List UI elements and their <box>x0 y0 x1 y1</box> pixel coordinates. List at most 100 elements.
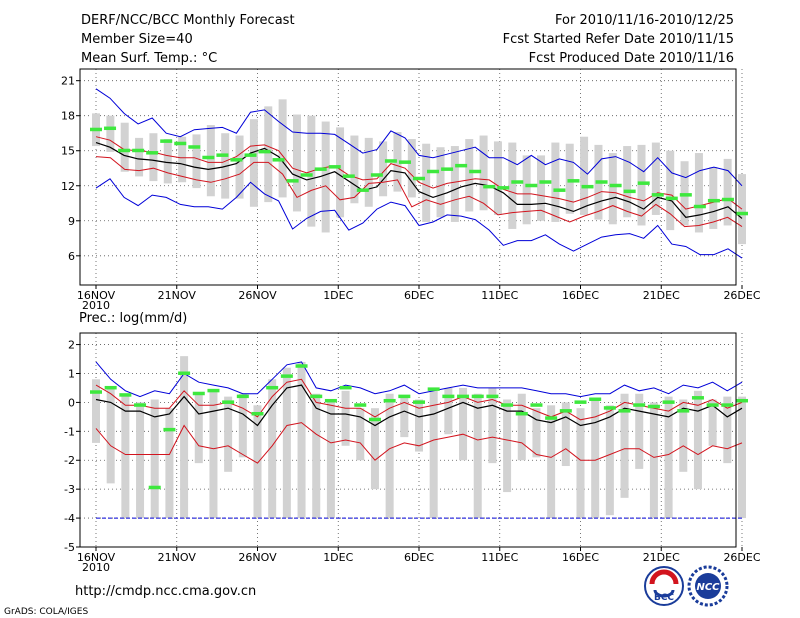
ensemble-range-box <box>608 153 617 225</box>
observed-marker <box>398 394 411 399</box>
x-tick-label: 1DEC <box>323 289 353 302</box>
observed-marker <box>174 141 187 146</box>
y-tick-label: -1 <box>64 425 75 438</box>
precip-panel-title: Prec.: log(mm/d) <box>79 311 187 326</box>
temperature-panel: 6 9 12 15 18 21 16NOV 21NOV 26NOV 1DEC 6DEC 11DEC 16… <box>61 68 761 312</box>
observed-marker <box>236 394 249 399</box>
observed-marker <box>244 153 257 157</box>
ensemble-range-box <box>479 135 488 211</box>
ensemble-range-box <box>364 137 373 207</box>
observed-marker <box>455 163 468 168</box>
ensemble-range-box <box>459 387 468 461</box>
ensemble-range-box <box>547 405 556 519</box>
observed-marker <box>471 394 484 399</box>
observed-marker <box>146 151 159 155</box>
precipitation-panel: -5 -4 -3 -2 -1 0 1 2 16NOV 21NOV 26NOV 1DEC 6DEC 11DE… <box>64 332 761 574</box>
ensemble-range-box <box>651 142 660 215</box>
observed-marker <box>230 158 243 162</box>
ensemble-range-box <box>591 399 600 519</box>
observed-marker <box>295 364 308 368</box>
observed-marker <box>258 149 271 154</box>
ensemble-range-box <box>224 396 233 472</box>
ensemble-range-box <box>121 393 130 519</box>
observed-marker <box>441 167 454 171</box>
observed-marker <box>90 390 102 394</box>
ensemble-range-box <box>561 402 570 467</box>
x-tick-label: 16NOV <box>77 551 116 564</box>
ensemble-range-box <box>517 393 526 461</box>
ensemble-range-box <box>637 144 646 226</box>
observed-marker <box>721 197 734 202</box>
ensemble-range-box <box>708 399 717 446</box>
ensemble-range-box <box>297 361 306 519</box>
x-tick-label: 26NOV <box>238 289 277 302</box>
ensemble-range-box <box>194 393 203 464</box>
x-tick-label: 16NOV <box>77 289 116 302</box>
observed-marker <box>442 394 455 399</box>
observed-marker <box>178 371 191 375</box>
series-mean-line <box>95 142 743 219</box>
ensemble-range-box <box>450 146 459 222</box>
observed-marker <box>413 176 425 181</box>
ensemble-range-box <box>738 174 746 245</box>
observed-marker <box>398 160 411 164</box>
observed-marker <box>119 393 132 397</box>
produced-date-label: Fcst Produced Date 2010/11/16 <box>529 51 734 66</box>
plot-frame <box>79 332 737 548</box>
ensemble-range-box <box>436 147 445 218</box>
ensemble-range-box <box>508 142 517 229</box>
ensemble-range-box <box>580 136 589 215</box>
observed-marker <box>589 397 602 402</box>
y-tick-label: -3 <box>64 483 75 496</box>
ensemble-range-box <box>180 356 189 519</box>
ensemble-range-box <box>163 139 172 184</box>
series-lower-inner-line <box>95 422 743 464</box>
observed-marker <box>202 155 215 160</box>
ensemble-range-box <box>666 150 675 231</box>
observed-marker <box>104 126 117 131</box>
series-upper-outer-line <box>95 88 743 187</box>
x-tick-label: 16DEC <box>562 551 599 564</box>
observed-marker <box>356 188 369 192</box>
variable-label: Mean Surf. Temp.: °C <box>81 51 217 66</box>
x-tick-label: 21DEC <box>643 551 680 564</box>
ensemble-range-box <box>635 393 644 469</box>
plot-frame <box>79 68 737 286</box>
observed-marker <box>623 189 636 194</box>
observed-marker <box>567 179 580 183</box>
ensemble-range-box <box>350 135 359 204</box>
figure-title: DERF/NCC/BCC Monthly Forecast <box>81 13 295 28</box>
ensemble-range-box <box>336 127 345 218</box>
observed-marker <box>483 184 496 189</box>
y-tick-label: -2 <box>64 454 75 467</box>
ensemble-range-box <box>422 143 431 222</box>
observed-marker <box>207 388 220 393</box>
ensemble-range-box <box>209 390 218 519</box>
observed-marker <box>539 180 552 184</box>
ensemble-range-box <box>429 390 438 519</box>
observed-marker <box>618 409 631 413</box>
observed-marker <box>691 396 704 400</box>
ensemble-range-box <box>620 393 629 498</box>
observed-marker <box>609 183 622 188</box>
ensemble-range-box <box>738 396 746 519</box>
observed-marker <box>603 406 616 410</box>
observed-marker <box>662 400 675 404</box>
observed-marker <box>324 398 337 403</box>
x-tick-label: 26DEC <box>723 289 760 302</box>
ensemble-range-box <box>605 405 614 516</box>
ensemble-range-box <box>503 399 512 493</box>
y-tick-label: -5 <box>64 541 75 554</box>
y-tick-label: 9 <box>68 215 75 228</box>
ensemble-range-box <box>576 408 585 519</box>
x-tick-label: 21NOV <box>158 289 197 302</box>
y-tick-label: 0 <box>68 396 75 409</box>
ensemble-range-box <box>522 155 531 225</box>
ensemble-range-box <box>407 139 416 198</box>
observed-marker <box>222 400 235 404</box>
observed-marker <box>314 167 327 171</box>
grads-credit: GrADS: COLA/IGES <box>4 607 88 617</box>
observed-marker <box>266 385 279 390</box>
observed-marker <box>581 184 594 189</box>
ensemble-range-box <box>312 393 321 519</box>
